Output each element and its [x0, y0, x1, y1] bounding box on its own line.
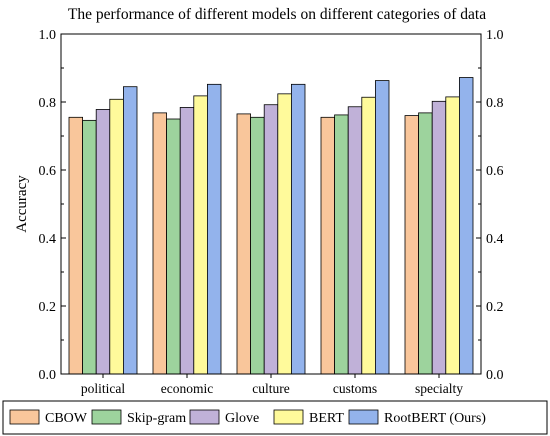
axes: 0.0 0.0 0.2 0.2 0.4 0.4 0.6 0.6 0.8 0.8 1.0 1.0 poli…: [39, 28, 504, 396]
y-tick-label-right: 0.0: [486, 368, 504, 383]
y-axis-label: Accuracy: [14, 175, 30, 233]
bar-customs-bert: [361, 96, 376, 375]
legend-label: CBOW: [45, 411, 88, 426]
bar-economic-skip-gram: [166, 118, 181, 375]
y-tick-label-right: 1.0: [486, 28, 504, 43]
legend-swatch: [91, 409, 122, 425]
bar-culture-glove: [263, 104, 279, 375]
bar-political-skip-gram: [82, 119, 97, 375]
bar-specialty-bert: [445, 96, 460, 375]
x-tick-label-culture: culture: [252, 381, 289, 396]
legend-swatch: [348, 409, 379, 425]
y-axis-label-group: Accuracy: [14, 175, 30, 233]
y-tick-label-left: 0.0: [39, 368, 57, 383]
y-tick-label-left: 1.0: [39, 28, 57, 43]
bar-specialty-skip-gram: [418, 112, 433, 375]
bar-economic-bert: [193, 95, 208, 375]
bar-economic-rootbert-ours: [206, 83, 222, 375]
bar-customs-skip-gram: [334, 114, 349, 375]
x-tick-label-specialty: specialty: [415, 381, 463, 396]
y-tick-label-left: 0.6: [39, 164, 57, 179]
bar-economic-glove: [179, 107, 195, 375]
legend-label: Skip-gram: [127, 411, 186, 426]
bar-political-bert: [109, 98, 124, 375]
x-tick-label-economic: economic: [161, 381, 213, 396]
chart-title: The performance of different models on d…: [68, 6, 486, 23]
bar-specialty-glove: [431, 100, 447, 375]
y-tick-label-left: 0.4: [39, 232, 57, 247]
bar-political-glove: [95, 109, 111, 375]
x-tick-label-customs: customs: [333, 381, 377, 396]
legend-swatch: [9, 409, 40, 425]
bar-political-cbow: [68, 116, 84, 375]
bar-economic-cbow: [152, 112, 168, 375]
legend: CBOW Skip-gram Glove BERT RootBERT (Ours): [2, 400, 548, 435]
y-tick-label-right: 0.4: [486, 232, 504, 247]
bar-culture-rootbert-ours: [290, 83, 306, 375]
y-tick-label-right: 0.8: [486, 96, 504, 111]
bar-political-rootbert-ours: [123, 86, 138, 375]
legend-swatch: [273, 409, 304, 425]
y-tick-label-right: 0.2: [486, 300, 504, 315]
legend-swatch: [189, 409, 220, 425]
bar-customs-rootbert-ours: [374, 80, 390, 375]
y-tick-label-left: 0.8: [39, 96, 57, 111]
bar-customs-glove: [347, 106, 363, 375]
bar-specialty-cbow: [404, 115, 420, 375]
y-tick-label-left: 0.2: [39, 300, 57, 315]
legend-label: RootBERT (Ours): [384, 411, 486, 426]
bar-culture-bert: [277, 93, 292, 375]
legend-label: Glove: [225, 411, 259, 426]
bar-culture-cbow: [236, 113, 252, 375]
x-tick-label-political: political: [81, 381, 125, 396]
bar-specialty-rootbert-ours: [458, 77, 474, 375]
bar-customs-cbow: [320, 116, 336, 375]
legend-label: BERT: [309, 411, 344, 426]
bars: [68, 77, 474, 375]
y-tick-label-right: 0.6: [486, 164, 504, 179]
bar-culture-skip-gram: [250, 116, 265, 375]
